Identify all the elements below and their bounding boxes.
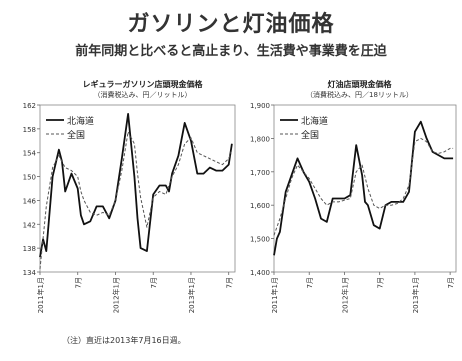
kerosene-y-tick-label: 1,600 [250, 202, 270, 210]
kerosene-plot-frame [273, 104, 457, 273]
gasoline-chart-unit: （消費税込み、円／リットル） [93, 91, 192, 99]
gasoline-x-tick-label: 7月 [150, 277, 158, 288]
gasoline-x-tick-label: 2013年1月 [187, 277, 196, 313]
kerosene-y-tick-label: 1,500 [250, 236, 270, 244]
gasoline-plot-frame [39, 104, 236, 273]
kerosene-y-tick-label: 1,800 [250, 135, 270, 143]
kerosene-legend-label: 全国 [301, 129, 319, 141]
gasoline-x-tick-label: 2011年1月 [36, 277, 45, 313]
gasoline-series-line-hokkaido [39, 112, 233, 258]
kerosene-series-line-hokkaido [273, 120, 454, 256]
gasoline-x-tick-label: 7月 [75, 277, 83, 288]
kerosene-y-tick-label: 1,700 [250, 169, 270, 177]
kerosene-price-chart: 1,400 1,500 1,600 1,700 1,800 1,900 2011年1月 7月 2… [250, 102, 457, 313]
kerosene-x-tick-label: 2011年1月 [270, 277, 279, 313]
kerosene-chart-title: 灯油店頭現金価格 [327, 80, 392, 89]
gasoline-x-tick-label: 7月 [226, 277, 234, 288]
kerosene-x-tick-label: 7月 [377, 277, 385, 288]
gasoline-y-tick-label: 134 [23, 269, 37, 277]
kerosene-legend-label: 北海道 [301, 115, 328, 127]
gasoline-y-tick-label: 158 [23, 126, 36, 134]
page-title: ガソリンと灯油価格 [127, 12, 335, 37]
kerosene-y-tick-label: 1,400 [250, 269, 270, 277]
kerosene-x-tick-label: 7月 [306, 277, 314, 288]
gasoline-legend-label: 全国 [67, 129, 85, 141]
gasoline-y-tick-label: 138 [23, 245, 36, 253]
gasoline-y-tick-label: 150 [23, 174, 36, 182]
gasoline-legend-label: 北海道 [67, 115, 94, 127]
gasoline-y-tick-label: 142 [23, 221, 36, 229]
kerosene-x-tick-label: 2013年1月 [411, 277, 420, 313]
gasoline-series-line-national [39, 131, 233, 270]
gasoline-y-tick-label: 162 [23, 102, 36, 110]
gasoline-y-tick-label: 154 [23, 150, 37, 158]
kerosene-x-tick-label: 2012年1月 [340, 277, 349, 313]
gasoline-x-tick-label: 2012年1月 [111, 277, 120, 313]
gasoline-y-tick-label: 146 [23, 197, 37, 205]
page-subtitle: 前年同期と比べると高止まり、生活費や事業費を圧迫 [75, 44, 387, 59]
gasoline-price-chart: 134 138 142 146 150 154 158 162 2011年1月 7月 2012年1月… [23, 102, 236, 313]
kerosene-x-tick-label: 7月 [447, 277, 455, 288]
kerosene-y-tick-label: 1,900 [250, 102, 270, 110]
footnote: （注）直近は2013年7月16日週。 [62, 336, 186, 345]
gasoline-chart-title: レギュラーガソリン店頭現金価格 [82, 80, 203, 89]
kerosene-chart-unit: （消費税込み、円／18リットル） [306, 91, 413, 99]
kerosene-series-line-national [273, 137, 454, 236]
